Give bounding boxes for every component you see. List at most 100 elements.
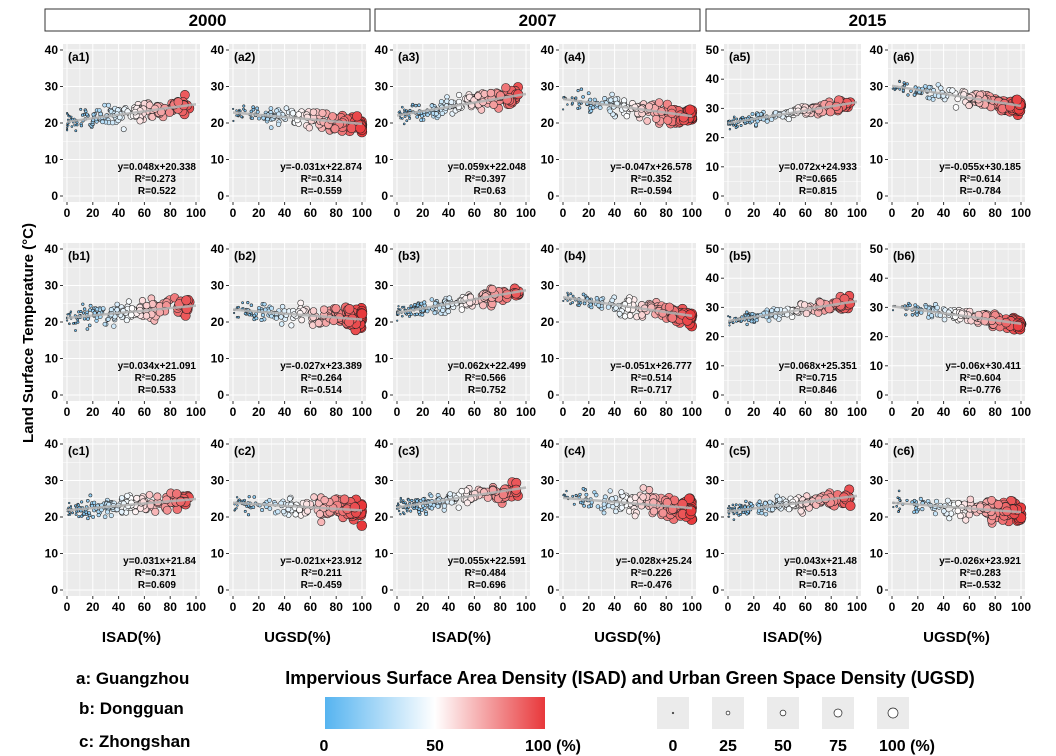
data-point (458, 487, 465, 495)
data-point (96, 513, 101, 518)
data-point (578, 492, 582, 497)
data-point (735, 511, 739, 515)
r-squared-label: R²=0.314 (301, 174, 343, 185)
x-tick-label: 40 (937, 206, 951, 220)
regression-equation: y=0.043x+21.48 (784, 556, 857, 567)
data-point (734, 126, 738, 129)
panel-c4: 0 20 40 60 80 100 0 10 20 30 40 (c4) y=-0.028x+25.24… (541, 437, 703, 614)
data-point (67, 312, 70, 316)
regression-equation: y=-0.028x+25.24 (616, 556, 693, 567)
data-point (440, 307, 446, 313)
data-point (401, 499, 405, 502)
data-point (904, 313, 908, 317)
data-point (938, 85, 944, 91)
data-point (136, 117, 144, 125)
panel-tag: (c5) (729, 444, 750, 458)
data-point (240, 115, 243, 119)
y-tick-label: 30 (706, 300, 720, 314)
data-point (743, 505, 747, 509)
data-point (739, 512, 743, 516)
data-point (571, 294, 575, 298)
x-tick-label: 0 (560, 600, 567, 614)
x-tick-label: 100 (682, 405, 702, 419)
x-tick-label: 80 (494, 206, 508, 220)
data-point (769, 116, 775, 122)
x-tick-label: 80 (989, 206, 1003, 220)
x-tick-label: 40 (278, 206, 292, 220)
data-point (914, 506, 918, 511)
x-tick-label: 100 (1011, 206, 1031, 220)
size-key-circle (779, 709, 787, 717)
fit-line (232, 308, 363, 321)
data-point (417, 103, 421, 108)
r-squared-label: R²=0.604 (960, 373, 1002, 384)
data-point (124, 492, 131, 499)
data-point (142, 301, 151, 310)
fit-line (66, 103, 197, 124)
data-point (71, 511, 74, 515)
y-tick-label: 40 (375, 437, 389, 451)
y-tick-label: 30 (45, 279, 59, 293)
regression-equation: y=-0.055x+30.185 (939, 162, 1021, 173)
y-tick-label: 0 (712, 189, 719, 203)
data-point (618, 504, 625, 511)
data-point (893, 88, 896, 92)
data-point (458, 306, 466, 313)
data-point (68, 513, 72, 516)
data-point (631, 512, 639, 520)
data-point (927, 95, 932, 101)
data-point (932, 511, 938, 517)
data-point (966, 495, 975, 504)
data-point (577, 303, 581, 307)
x-tick-label: 60 (138, 206, 152, 220)
data-point (87, 511, 91, 515)
data-point (732, 512, 736, 516)
r-squared-label: R²=0.566 (465, 373, 507, 384)
data-point (731, 503, 735, 507)
size-key-label: 75 (829, 738, 847, 755)
x-tick-label: 100 (352, 405, 372, 419)
data-point (582, 504, 586, 508)
data-point (77, 515, 81, 519)
y-tick-label: 10 (870, 547, 884, 561)
data-point (243, 109, 247, 113)
data-point (356, 308, 368, 320)
y-tick-label: 0 (712, 388, 719, 402)
x-tick-label: 0 (725, 600, 732, 614)
y-tick-label: 20 (706, 510, 720, 524)
data-point (908, 303, 912, 307)
data-point (235, 109, 238, 112)
y-tick-label: 10 (211, 352, 225, 366)
x-tick-label: 20 (582, 206, 596, 220)
regression-equation: y=0.072x+24.933 (779, 162, 858, 173)
data-point (649, 507, 658, 516)
data-point (588, 97, 593, 102)
data-point (138, 297, 147, 305)
data-point (92, 500, 97, 505)
data-point (607, 488, 613, 494)
x-tick-label: 20 (582, 600, 596, 614)
data-point (965, 101, 973, 110)
x-tick-label: 0 (64, 600, 71, 614)
legend-city-dongguan: b: Dongguan (79, 699, 184, 718)
x-tick-label: 80 (660, 405, 674, 419)
panel-tag: (b4) (564, 249, 586, 263)
x-tick-label: 0 (889, 405, 896, 419)
data-point (639, 493, 647, 501)
color-scale-label-100: 100 (%) (525, 738, 581, 755)
panel-tag: (c1) (68, 444, 89, 458)
legend-city-zhongshan: c: Zhongshan (79, 732, 190, 751)
size-key-circle (833, 708, 843, 718)
year-strip-label: 2015 (849, 11, 887, 30)
panel-tag: (a5) (729, 50, 750, 64)
data-point (85, 327, 90, 331)
data-point (801, 301, 809, 309)
x-tick-label: 0 (64, 405, 71, 419)
data-point (328, 112, 337, 121)
data-point (318, 109, 327, 118)
data-point (397, 509, 401, 513)
data-point (1011, 94, 1023, 105)
data-point (594, 296, 600, 301)
data-point (250, 116, 254, 120)
